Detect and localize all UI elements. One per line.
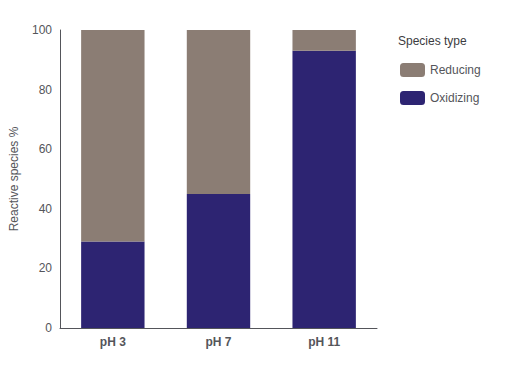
svg-text:0: 0 — [45, 321, 52, 335]
svg-text:20: 20 — [39, 261, 53, 275]
svg-text:Species type: Species type — [398, 34, 467, 48]
svg-text:Reactive species %: Reactive species % — [7, 126, 21, 231]
svg-text:pH 3: pH 3 — [100, 335, 126, 349]
svg-text:100: 100 — [32, 23, 52, 37]
svg-text:pH 7: pH 7 — [205, 335, 231, 349]
svg-text:Oxidizing: Oxidizing — [430, 91, 479, 105]
svg-text:60: 60 — [39, 142, 53, 156]
svg-text:80: 80 — [39, 83, 53, 97]
svg-text:pH 11: pH 11 — [308, 335, 340, 349]
svg-text:Reducing: Reducing — [430, 63, 481, 77]
svg-text:40: 40 — [39, 202, 53, 216]
